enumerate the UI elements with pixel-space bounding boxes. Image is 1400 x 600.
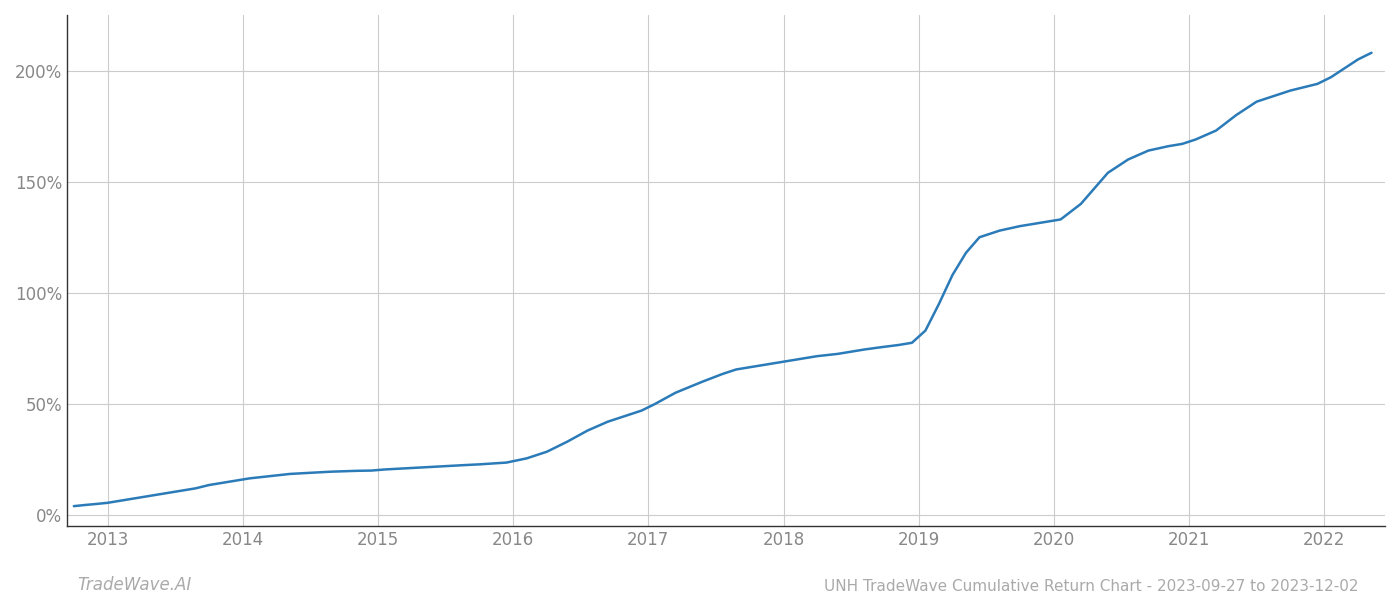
Text: UNH TradeWave Cumulative Return Chart - 2023-09-27 to 2023-12-02: UNH TradeWave Cumulative Return Chart - … — [823, 579, 1358, 594]
Text: TradeWave.AI: TradeWave.AI — [77, 576, 192, 594]
